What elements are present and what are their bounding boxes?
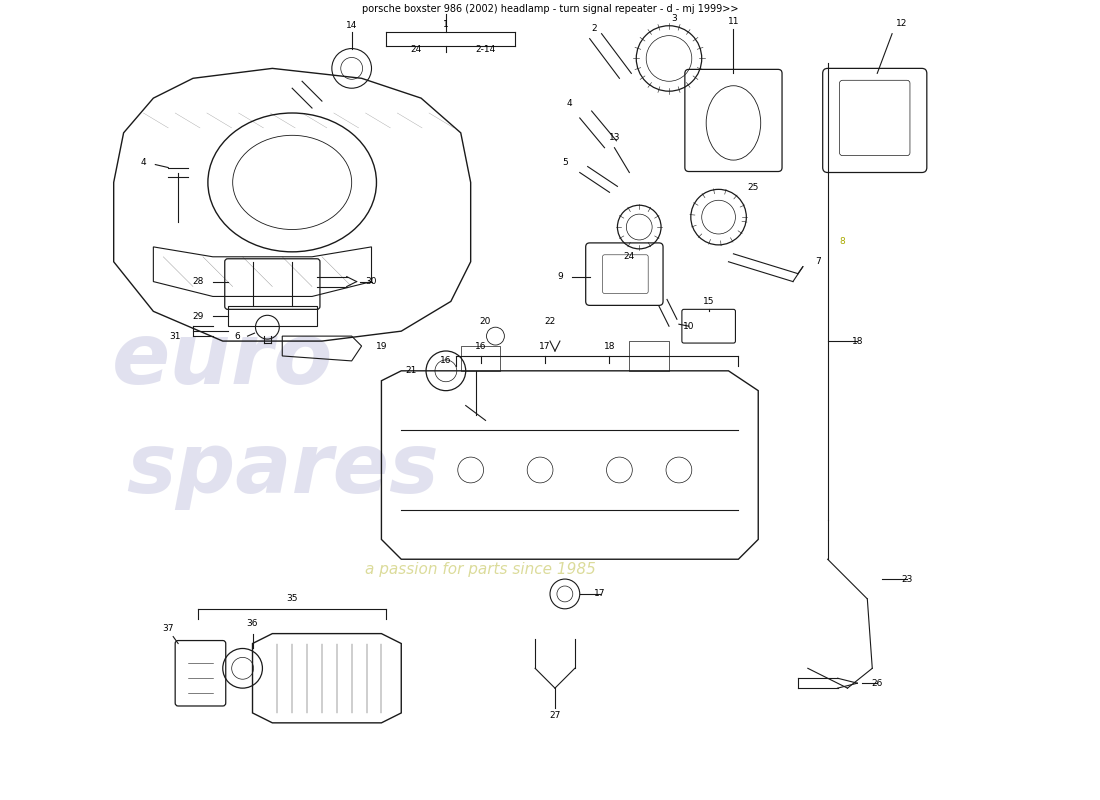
Text: 16: 16 <box>475 342 486 350</box>
Text: 18: 18 <box>604 342 615 350</box>
Text: 2-14: 2-14 <box>475 45 496 54</box>
Text: 35: 35 <box>286 594 298 603</box>
Text: 11: 11 <box>728 18 739 26</box>
Text: 21: 21 <box>406 366 417 375</box>
Text: 24: 24 <box>624 252 635 262</box>
Text: 7: 7 <box>815 258 821 266</box>
Text: 3: 3 <box>671 14 676 23</box>
Text: a passion for parts since 1985: a passion for parts since 1985 <box>365 562 596 577</box>
Text: 23: 23 <box>901 574 913 583</box>
Text: 22: 22 <box>544 317 556 326</box>
Text: 31: 31 <box>169 332 180 341</box>
Text: 24: 24 <box>410 45 421 54</box>
Text: 8: 8 <box>839 238 846 246</box>
Text: 5: 5 <box>562 158 568 167</box>
Text: 12: 12 <box>896 19 907 28</box>
Text: 13: 13 <box>608 134 620 142</box>
Text: 20: 20 <box>480 317 492 326</box>
Text: spares: spares <box>125 430 439 510</box>
Text: 4: 4 <box>566 98 573 107</box>
Text: 18: 18 <box>851 337 864 346</box>
Text: 25: 25 <box>748 183 759 192</box>
Text: 37: 37 <box>163 624 174 633</box>
Text: 9: 9 <box>557 272 563 281</box>
Text: euro: euro <box>112 319 333 402</box>
Text: 4: 4 <box>141 158 146 167</box>
Text: 10: 10 <box>683 322 694 330</box>
Text: 36: 36 <box>246 619 258 628</box>
Text: 1: 1 <box>443 20 449 30</box>
Text: 28: 28 <box>192 277 204 286</box>
Text: porsche boxster 986 (2002) headlamp - turn signal repeater - d - mj 1999>>: porsche boxster 986 (2002) headlamp - tu… <box>362 4 738 14</box>
Text: 30: 30 <box>366 277 377 286</box>
Text: 15: 15 <box>703 297 714 306</box>
Text: 17: 17 <box>594 590 605 598</box>
Text: 16: 16 <box>440 357 452 366</box>
Text: 6: 6 <box>234 332 241 341</box>
Text: 14: 14 <box>346 22 358 30</box>
Text: 29: 29 <box>192 312 204 321</box>
Text: 17: 17 <box>539 342 551 350</box>
Text: 27: 27 <box>549 711 561 721</box>
Text: 2: 2 <box>592 24 597 34</box>
Text: 19: 19 <box>376 342 387 350</box>
Text: 26: 26 <box>871 678 883 688</box>
